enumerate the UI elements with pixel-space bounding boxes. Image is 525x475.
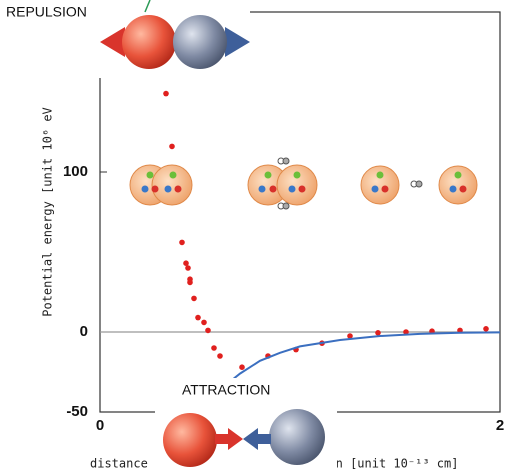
data-point (239, 364, 245, 370)
data-point (185, 265, 191, 271)
data-point (217, 353, 223, 359)
x-tick-label: 0 (96, 417, 104, 434)
y-axis-label: Potential energy [unit 10⁶ eV (41, 107, 55, 317)
y-tick-label: 100 (63, 163, 88, 180)
data-point (483, 326, 489, 332)
data-point (195, 315, 201, 321)
data-point (211, 345, 217, 351)
data-point (201, 320, 207, 326)
nucleon-pairs (130, 158, 477, 209)
annotation: ATTRACTION (182, 382, 270, 398)
data-point (187, 280, 193, 286)
data-point (183, 260, 189, 266)
y-tick-label: 0 (80, 323, 88, 340)
repulsion-illustration: REPULSION (0, 0, 250, 78)
y-tick-label: -50 (66, 403, 88, 420)
annotation: REPULSION (6, 4, 87, 20)
data-point (205, 328, 211, 334)
chart: Potential energy [unit 10⁶ eV distance b… (0, 0, 525, 475)
data-point (191, 296, 197, 302)
data-point (169, 144, 175, 150)
data-point (163, 91, 169, 97)
x-tick-label: 2 (496, 417, 504, 434)
attraction-illustration: ATTRACTION (155, 378, 337, 475)
fit-curve (228, 332, 500, 383)
data-point (375, 330, 381, 336)
data-point (179, 240, 185, 246)
